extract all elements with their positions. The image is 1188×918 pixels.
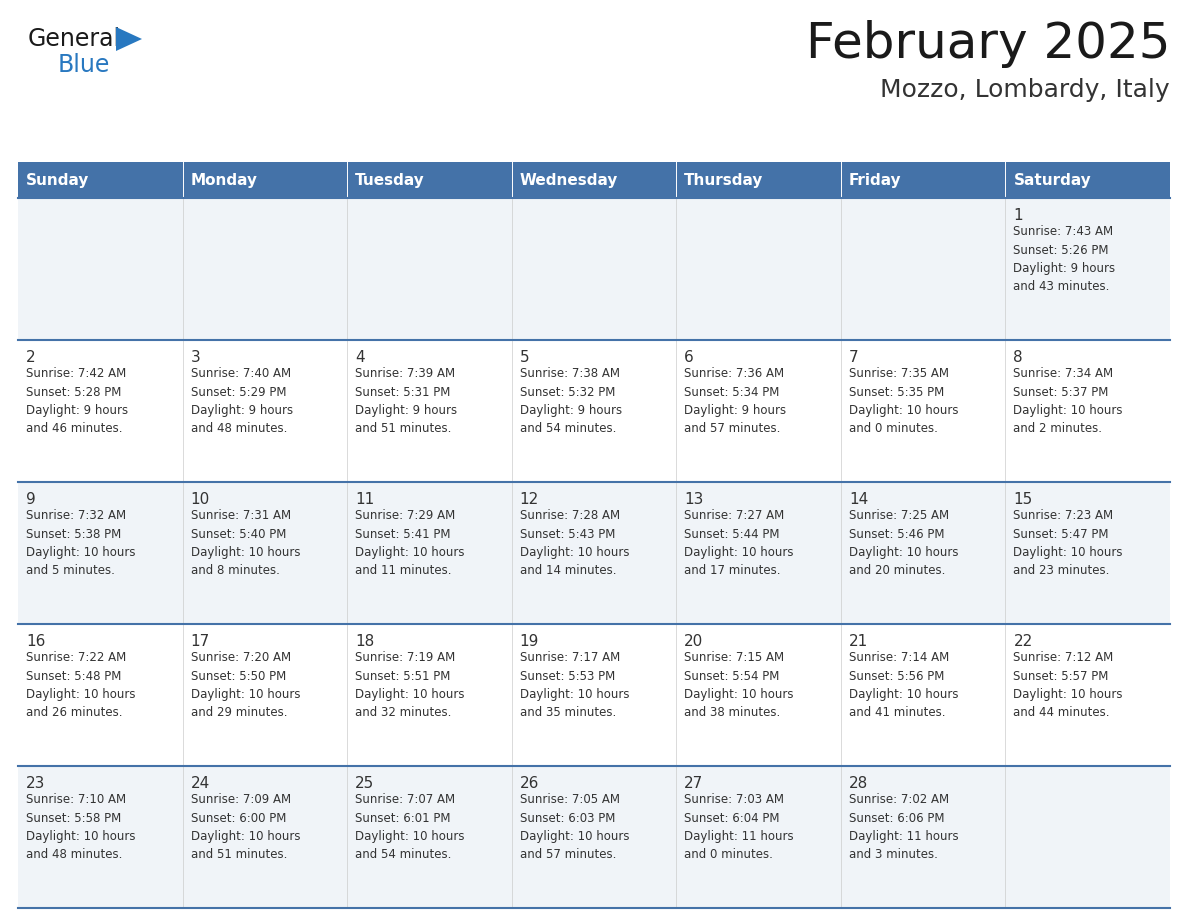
Bar	[18, 482, 1170, 624]
Text: Sunrise: 7:17 AM
Sunset: 5:53 PM
Daylight: 10 hours
and 35 minutes.: Sunrise: 7:17 AM Sunset: 5:53 PM Dayligh…	[519, 651, 630, 720]
Text: 2: 2	[26, 350, 36, 365]
Bar	[18, 198, 1170, 340]
Text: Sunrise: 7:28 AM
Sunset: 5:43 PM
Daylight: 10 hours
and 14 minutes.: Sunrise: 7:28 AM Sunset: 5:43 PM Dayligh…	[519, 509, 630, 577]
Bar	[18, 340, 1170, 482]
Text: 15: 15	[1013, 492, 1032, 507]
Text: 9: 9	[26, 492, 36, 507]
Text: Sunrise: 7:22 AM
Sunset: 5:48 PM
Daylight: 10 hours
and 26 minutes.: Sunrise: 7:22 AM Sunset: 5:48 PM Dayligh…	[26, 651, 135, 720]
Text: Sunrise: 7:19 AM
Sunset: 5:51 PM
Daylight: 10 hours
and 32 minutes.: Sunrise: 7:19 AM Sunset: 5:51 PM Dayligh…	[355, 651, 465, 720]
Text: Thursday: Thursday	[684, 173, 764, 187]
Text: Sunrise: 7:20 AM
Sunset: 5:50 PM
Daylight: 10 hours
and 29 minutes.: Sunrise: 7:20 AM Sunset: 5:50 PM Dayligh…	[190, 651, 301, 720]
Text: 25: 25	[355, 776, 374, 791]
Text: Sunrise: 7:09 AM
Sunset: 6:00 PM
Daylight: 10 hours
and 51 minutes.: Sunrise: 7:09 AM Sunset: 6:00 PM Dayligh…	[190, 793, 301, 861]
Text: Sunrise: 7:38 AM
Sunset: 5:32 PM
Daylight: 9 hours
and 54 minutes.: Sunrise: 7:38 AM Sunset: 5:32 PM Dayligh…	[519, 367, 621, 435]
Text: Sunrise: 7:35 AM
Sunset: 5:35 PM
Daylight: 10 hours
and 0 minutes.: Sunrise: 7:35 AM Sunset: 5:35 PM Dayligh…	[849, 367, 959, 435]
Text: Sunrise: 7:31 AM
Sunset: 5:40 PM
Daylight: 10 hours
and 8 minutes.: Sunrise: 7:31 AM Sunset: 5:40 PM Dayligh…	[190, 509, 301, 577]
Text: Sunrise: 7:36 AM
Sunset: 5:34 PM
Daylight: 9 hours
and 57 minutes.: Sunrise: 7:36 AM Sunset: 5:34 PM Dayligh…	[684, 367, 786, 435]
Text: 1: 1	[1013, 208, 1023, 223]
Text: 26: 26	[519, 776, 539, 791]
Text: 18: 18	[355, 634, 374, 649]
Text: 11: 11	[355, 492, 374, 507]
Text: 14: 14	[849, 492, 868, 507]
Text: Sunrise: 7:07 AM
Sunset: 6:01 PM
Daylight: 10 hours
and 54 minutes.: Sunrise: 7:07 AM Sunset: 6:01 PM Dayligh…	[355, 793, 465, 861]
Text: 19: 19	[519, 634, 539, 649]
Text: Tuesday: Tuesday	[355, 173, 425, 187]
Text: 24: 24	[190, 776, 210, 791]
Text: Sunrise: 7:29 AM
Sunset: 5:41 PM
Daylight: 10 hours
and 11 minutes.: Sunrise: 7:29 AM Sunset: 5:41 PM Dayligh…	[355, 509, 465, 577]
Text: Sunday: Sunday	[26, 173, 89, 187]
Text: Sunrise: 7:25 AM
Sunset: 5:46 PM
Daylight: 10 hours
and 20 minutes.: Sunrise: 7:25 AM Sunset: 5:46 PM Dayligh…	[849, 509, 959, 577]
Text: Wednesday: Wednesday	[519, 173, 618, 187]
Text: 20: 20	[684, 634, 703, 649]
Text: Sunrise: 7:05 AM
Sunset: 6:03 PM
Daylight: 10 hours
and 57 minutes.: Sunrise: 7:05 AM Sunset: 6:03 PM Dayligh…	[519, 793, 630, 861]
Text: Sunrise: 7:42 AM
Sunset: 5:28 PM
Daylight: 9 hours
and 46 minutes.: Sunrise: 7:42 AM Sunset: 5:28 PM Dayligh…	[26, 367, 128, 435]
Text: Sunrise: 7:39 AM
Sunset: 5:31 PM
Daylight: 9 hours
and 51 minutes.: Sunrise: 7:39 AM Sunset: 5:31 PM Dayligh…	[355, 367, 457, 435]
Bar	[18, 624, 1170, 766]
Text: 4: 4	[355, 350, 365, 365]
Bar	[18, 766, 1170, 908]
Text: Friday: Friday	[849, 173, 902, 187]
Text: 22: 22	[1013, 634, 1032, 649]
Text: Sunrise: 7:27 AM
Sunset: 5:44 PM
Daylight: 10 hours
and 17 minutes.: Sunrise: 7:27 AM Sunset: 5:44 PM Dayligh…	[684, 509, 794, 577]
Text: 28: 28	[849, 776, 868, 791]
Text: Sunrise: 7:15 AM
Sunset: 5:54 PM
Daylight: 10 hours
and 38 minutes.: Sunrise: 7:15 AM Sunset: 5:54 PM Dayligh…	[684, 651, 794, 720]
Text: Sunrise: 7:23 AM
Sunset: 5:47 PM
Daylight: 10 hours
and 23 minutes.: Sunrise: 7:23 AM Sunset: 5:47 PM Dayligh…	[1013, 509, 1123, 577]
Text: 23: 23	[26, 776, 45, 791]
Text: Sunrise: 7:14 AM
Sunset: 5:56 PM
Daylight: 10 hours
and 41 minutes.: Sunrise: 7:14 AM Sunset: 5:56 PM Dayligh…	[849, 651, 959, 720]
Text: Sunrise: 7:10 AM
Sunset: 5:58 PM
Daylight: 10 hours
and 48 minutes.: Sunrise: 7:10 AM Sunset: 5:58 PM Dayligh…	[26, 793, 135, 861]
Text: General: General	[29, 27, 121, 51]
Text: 6: 6	[684, 350, 694, 365]
Text: 10: 10	[190, 492, 210, 507]
Text: Sunrise: 7:03 AM
Sunset: 6:04 PM
Daylight: 11 hours
and 0 minutes.: Sunrise: 7:03 AM Sunset: 6:04 PM Dayligh…	[684, 793, 794, 861]
Text: 16: 16	[26, 634, 45, 649]
Text: 21: 21	[849, 634, 868, 649]
Text: Sunrise: 7:12 AM
Sunset: 5:57 PM
Daylight: 10 hours
and 44 minutes.: Sunrise: 7:12 AM Sunset: 5:57 PM Dayligh…	[1013, 651, 1123, 720]
Text: February 2025: February 2025	[805, 20, 1170, 68]
Text: Sunrise: 7:32 AM
Sunset: 5:38 PM
Daylight: 10 hours
and 5 minutes.: Sunrise: 7:32 AM Sunset: 5:38 PM Dayligh…	[26, 509, 135, 577]
Text: 17: 17	[190, 634, 210, 649]
Bar	[18, 162, 1170, 198]
Polygon shape	[116, 27, 143, 51]
Text: Sunrise: 7:02 AM
Sunset: 6:06 PM
Daylight: 11 hours
and 3 minutes.: Sunrise: 7:02 AM Sunset: 6:06 PM Dayligh…	[849, 793, 959, 861]
Text: 12: 12	[519, 492, 539, 507]
Text: 3: 3	[190, 350, 201, 365]
Text: Sunrise: 7:43 AM
Sunset: 5:26 PM
Daylight: 9 hours
and 43 minutes.: Sunrise: 7:43 AM Sunset: 5:26 PM Dayligh…	[1013, 225, 1116, 294]
Text: 8: 8	[1013, 350, 1023, 365]
Text: 7: 7	[849, 350, 859, 365]
Text: 13: 13	[684, 492, 703, 507]
Text: 5: 5	[519, 350, 530, 365]
Text: Monday: Monday	[190, 173, 258, 187]
Text: Mozzo, Lombardy, Italy: Mozzo, Lombardy, Italy	[880, 78, 1170, 102]
Text: Sunrise: 7:34 AM
Sunset: 5:37 PM
Daylight: 10 hours
and 2 minutes.: Sunrise: 7:34 AM Sunset: 5:37 PM Dayligh…	[1013, 367, 1123, 435]
Text: Saturday: Saturday	[1013, 173, 1092, 187]
Text: Blue: Blue	[58, 53, 110, 77]
Text: 27: 27	[684, 776, 703, 791]
Text: Sunrise: 7:40 AM
Sunset: 5:29 PM
Daylight: 9 hours
and 48 minutes.: Sunrise: 7:40 AM Sunset: 5:29 PM Dayligh…	[190, 367, 292, 435]
